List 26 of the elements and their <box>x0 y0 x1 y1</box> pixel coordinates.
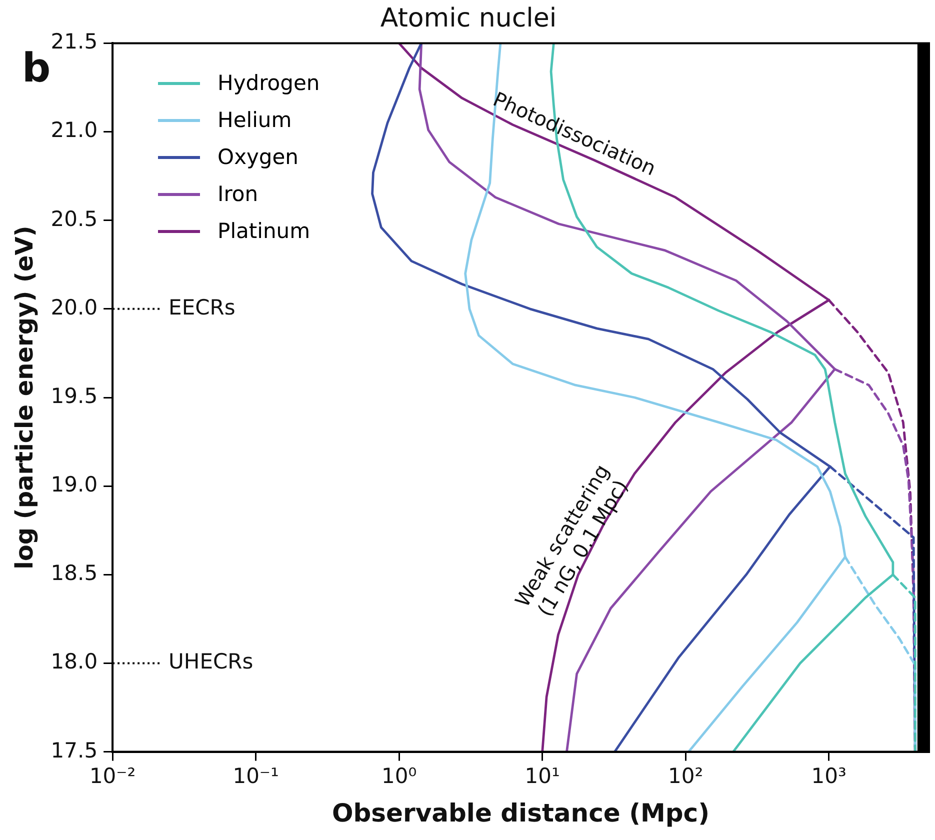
x-axis-title: Observable distance (Mpc) <box>332 798 710 828</box>
x-tick-label: 10⁻² <box>89 764 136 788</box>
x-tick-label: 10² <box>668 764 704 788</box>
legend-label: Iron <box>218 181 258 208</box>
legend-label: Platinum <box>218 218 310 246</box>
x-tick-label: 10⁰ <box>382 764 417 788</box>
y-tick-label: 18.0 <box>50 650 98 674</box>
legend-label: Hydrogen <box>218 70 320 98</box>
annotation: UHECRs <box>168 650 254 674</box>
legend-label: Oxygen <box>218 144 298 172</box>
y-tick-label: 21.5 <box>50 30 98 54</box>
y-tick-label: 17.5 <box>50 738 98 762</box>
chart-title: Atomic nuclei <box>380 3 557 34</box>
y-tick-label: 18.5 <box>50 561 98 586</box>
x-tick-label: 10³ <box>811 764 846 788</box>
y-axis-title: log (particle energy) (eV) <box>10 226 39 570</box>
y-tick-label: 19.5 <box>50 384 98 408</box>
y-tick-label: 19.0 <box>50 472 98 497</box>
x-tick-label: 10¹ <box>524 764 560 788</box>
x-tick-label: 10⁻¹ <box>232 764 279 788</box>
text: b <box>22 46 51 92</box>
y-tick-label: 20.5 <box>50 206 98 231</box>
y-tick-label: 20.0 <box>50 295 98 320</box>
y-tick-label: 21.0 <box>50 118 98 142</box>
annotation: EECRs <box>168 295 236 320</box>
legend-label: Helium <box>218 107 292 134</box>
